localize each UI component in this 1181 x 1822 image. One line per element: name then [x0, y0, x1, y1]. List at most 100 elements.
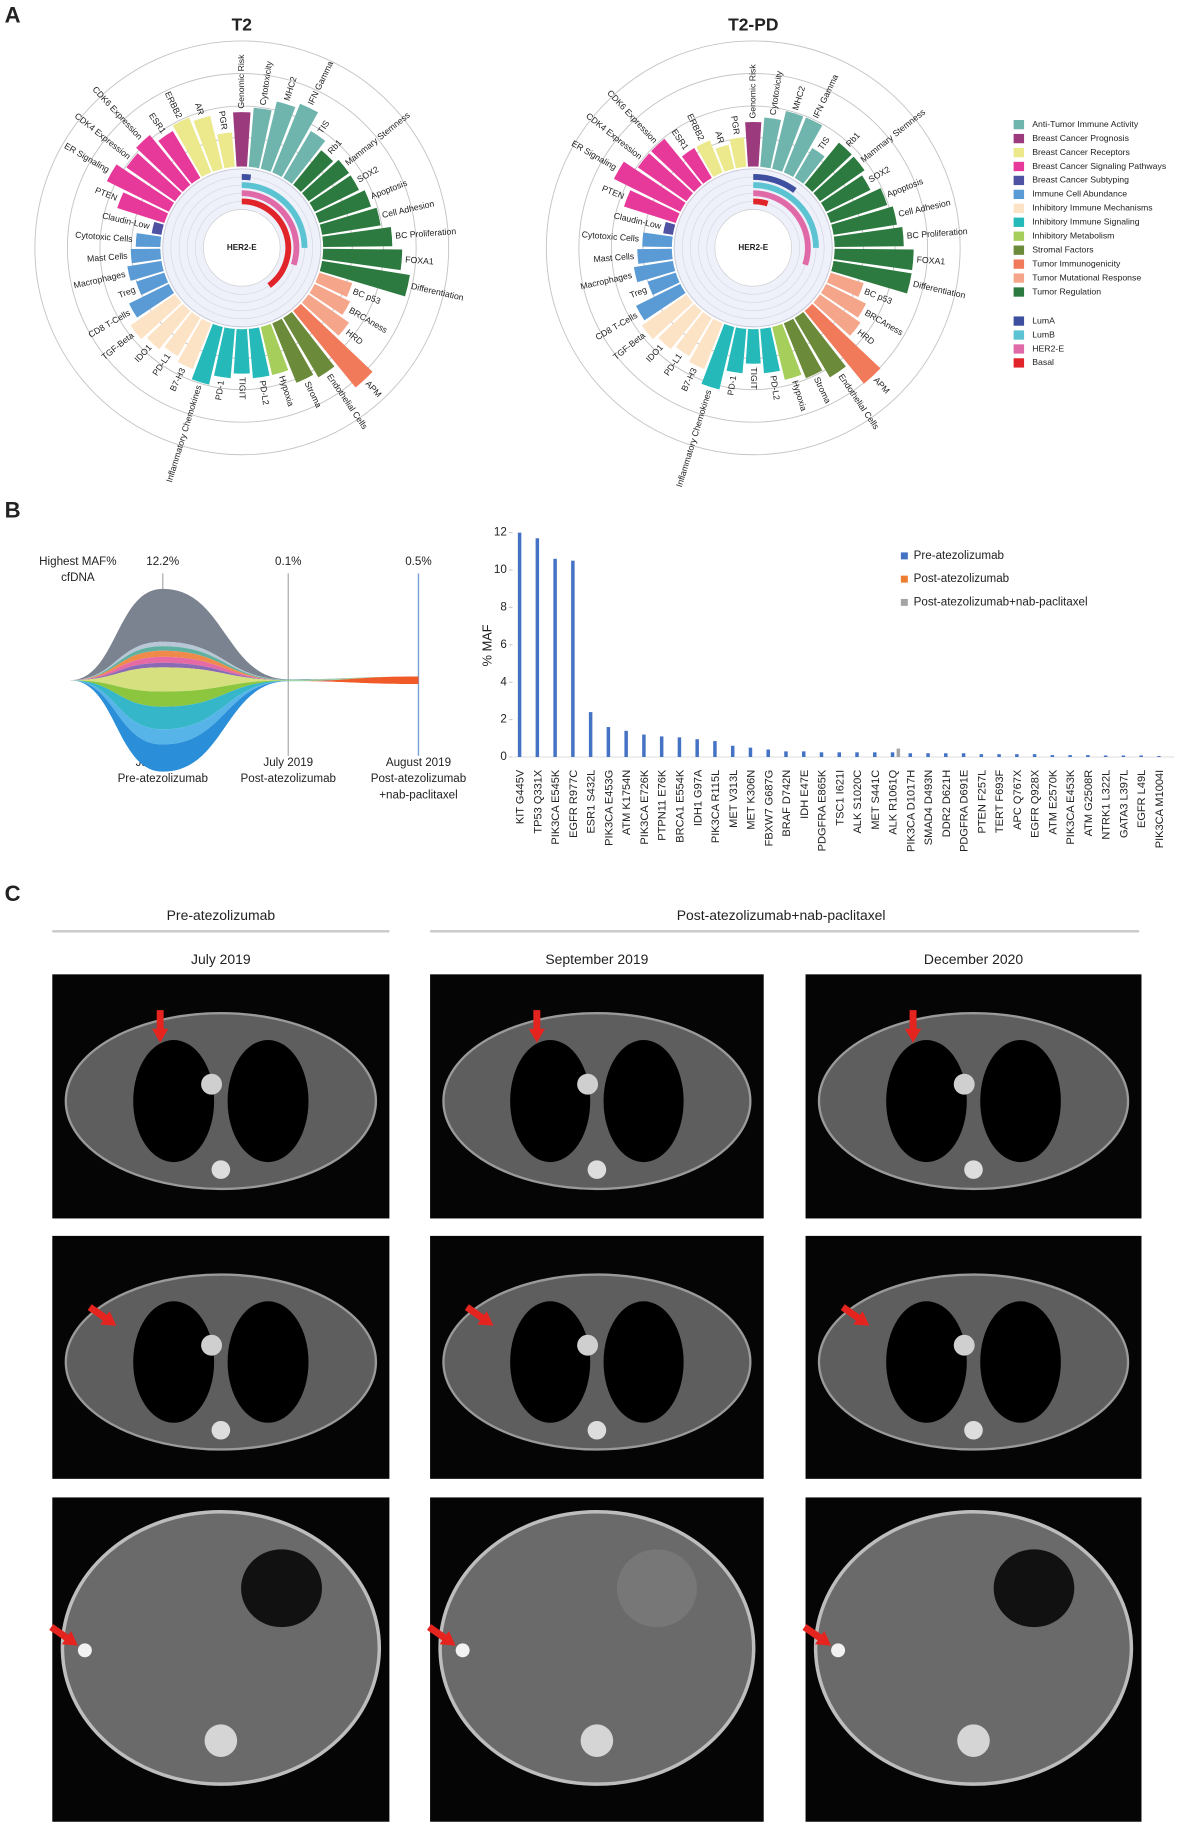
category-label: Macrophages [73, 269, 127, 291]
bar [801, 751, 806, 757]
category-label: PTEN [600, 183, 625, 201]
radial-bar [233, 112, 251, 167]
radial-bar [613, 161, 686, 212]
x-tick-label: APC Q767X [1012, 769, 1024, 830]
radial-bar [309, 175, 359, 212]
x-tick-label: ESR1 S432L [586, 770, 598, 834]
radial-bar [233, 329, 250, 374]
ct-spine [587, 1420, 607, 1440]
y-tick-label: 12 [494, 526, 507, 539]
radial-bar [772, 323, 802, 380]
legend-swatch [1013, 203, 1025, 213]
subtype-arc [241, 190, 300, 266]
chart-title: T2-PD [728, 14, 778, 34]
category-label: PGR [217, 110, 230, 130]
category-label: Hypoxia [790, 379, 809, 412]
x-tick-label: EGFR R977C [568, 770, 580, 838]
ct-vessel [953, 1334, 975, 1356]
bar [1050, 755, 1055, 757]
ct-spine [580, 1724, 614, 1757]
x-tick-label: ALK S1020C [852, 770, 864, 834]
bar [837, 752, 841, 757]
category-label: HRD [856, 327, 877, 347]
radial-bar [696, 140, 723, 177]
stream-layer [69, 676, 419, 730]
category-label: ERBB2 [685, 112, 706, 142]
category-label: AR [713, 130, 726, 145]
grid-ring [99, 105, 385, 391]
category-label: SOX2 [355, 164, 380, 184]
grid-ring [610, 105, 896, 391]
category-label: MHC2 [790, 85, 807, 112]
ct-spine [204, 1724, 238, 1757]
radial-bar [315, 190, 372, 224]
bar [1121, 755, 1126, 757]
radial-bar [151, 221, 164, 235]
bar [979, 754, 984, 757]
x-tick-label: ALK R1061Q [888, 769, 900, 834]
radial-bar [283, 131, 326, 184]
y-tick-label: 10 [494, 563, 507, 576]
red-arrow [87, 1304, 117, 1326]
red-arrow [427, 1624, 456, 1646]
x-tick-label: BRAF D742N [781, 770, 793, 837]
ct-lung [227, 1301, 309, 1423]
ct-body [817, 1012, 1130, 1191]
radial-bar [260, 323, 289, 376]
radial-bar [760, 327, 780, 374]
ct-lung [133, 1301, 215, 1423]
category-label: AR [193, 102, 206, 117]
ct-lung [980, 1040, 1061, 1163]
x-tick-label: MET V313L [728, 770, 740, 828]
bar [1086, 755, 1090, 757]
category-label: Treg [628, 284, 648, 300]
bar [748, 747, 753, 757]
bar [766, 749, 770, 757]
ct-body [64, 1273, 378, 1451]
radial-bar [272, 103, 319, 177]
ct-lesion [77, 1643, 92, 1658]
center-label: HER2-E [227, 243, 257, 252]
legend-label: Tumor Immunogenicity [1032, 258, 1121, 268]
bar [517, 532, 522, 757]
x-sublabel: Post-atezolizumab [371, 772, 467, 785]
bar [571, 560, 575, 757]
x-label: July 2019 [263, 756, 313, 769]
radial-bar [641, 294, 694, 340]
radial-bar [681, 148, 712, 184]
radial-bar [193, 115, 223, 172]
radial-bar [745, 122, 762, 167]
y-tick-label: 2 [500, 713, 506, 726]
ct-lung [133, 1040, 215, 1163]
x-tick-label: PIK3CA E453K [1065, 769, 1077, 844]
legend-swatch [1013, 316, 1025, 326]
category-label: Genomic Risk [236, 54, 246, 109]
panel-label: C [5, 881, 21, 906]
ct-lung [603, 1301, 684, 1423]
grid-ring [578, 73, 929, 423]
panel-label: B [5, 498, 21, 523]
radial-bar [794, 148, 825, 184]
ct-body [442, 1012, 752, 1191]
radial-bar [826, 272, 864, 298]
ct-body [817, 1273, 1130, 1451]
radial-bar [127, 260, 164, 281]
radial-bar [136, 272, 169, 295]
ct-vessel [953, 1073, 975, 1095]
radial-bar [214, 327, 235, 379]
legend-label: Post-atezolizumab [914, 572, 1009, 585]
x-tick-label: PIK3CA E726K [639, 769, 651, 844]
radial-bar [248, 107, 272, 169]
legend-label: HER2-E [1032, 343, 1064, 353]
legend-swatch [1013, 147, 1025, 158]
legend-label: Immune Cell Abundance [1032, 189, 1127, 199]
bar [855, 752, 859, 757]
radial-bar [637, 153, 694, 202]
ct-spine [587, 1160, 607, 1179]
bar [1015, 754, 1019, 757]
category-label: TIGIT [237, 377, 247, 400]
bar [819, 752, 824, 757]
category-label: Endothelial Cells [325, 372, 370, 432]
radial-bar [813, 294, 861, 336]
